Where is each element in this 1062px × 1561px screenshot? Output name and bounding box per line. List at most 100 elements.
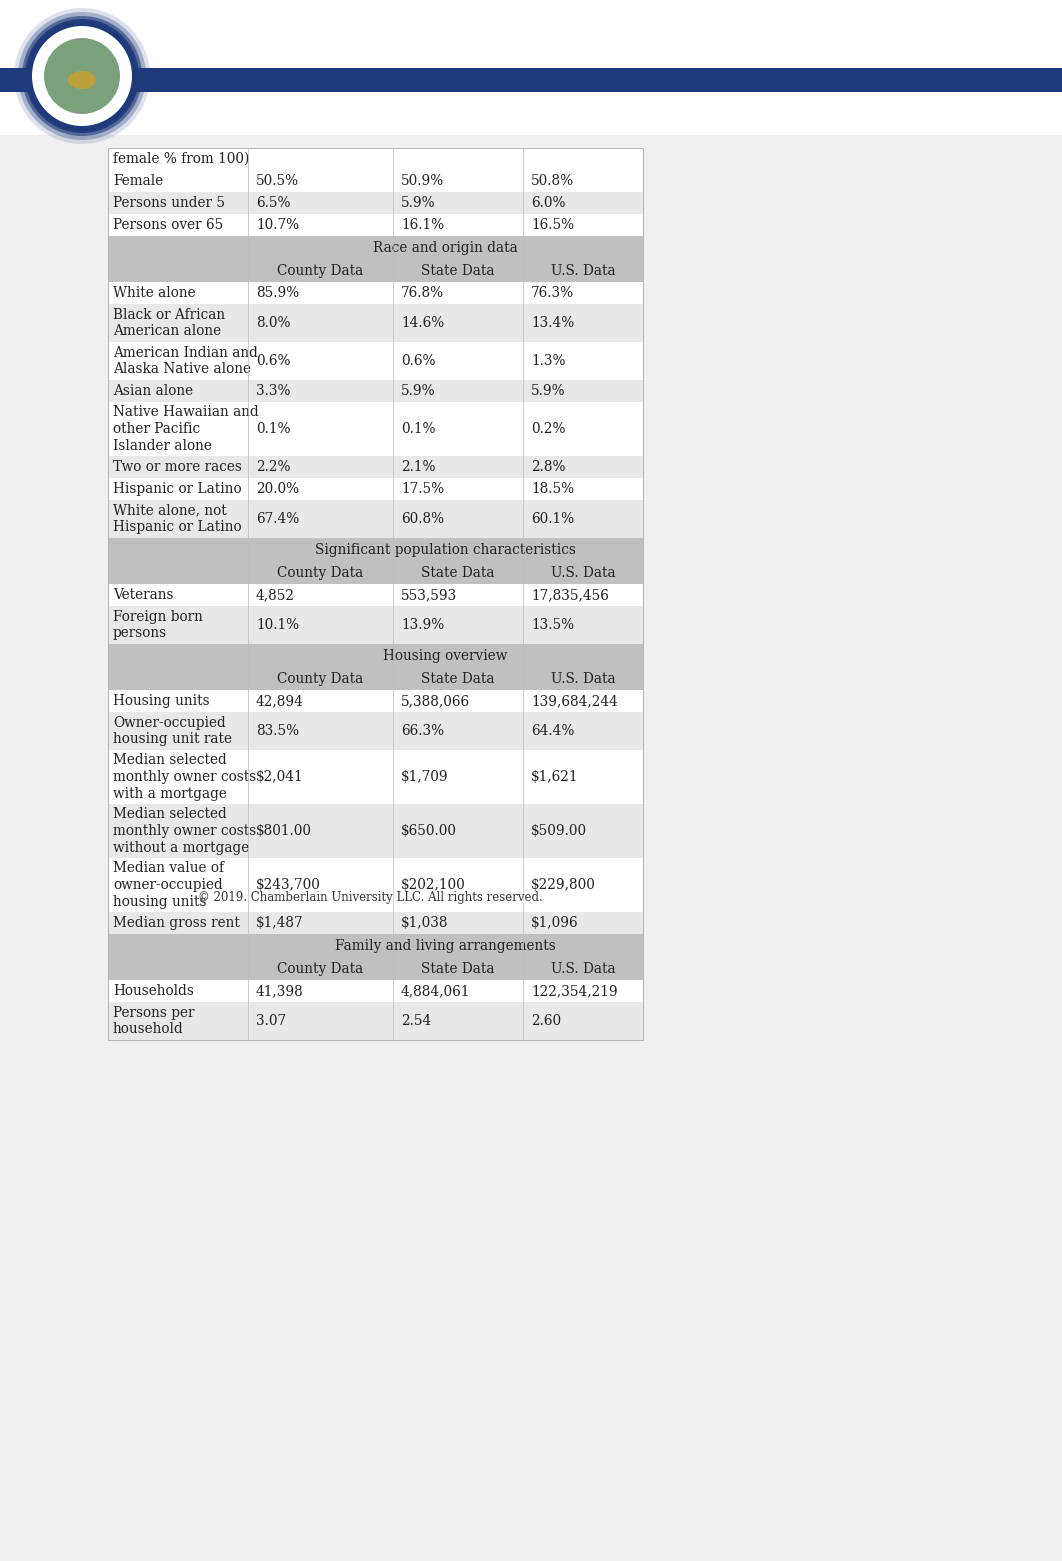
- Text: 50.8%: 50.8%: [531, 173, 575, 187]
- Text: U.S. Data: U.S. Data: [551, 264, 615, 278]
- Text: $801.00: $801.00: [256, 824, 312, 838]
- Text: 553,593: 553,593: [401, 588, 458, 603]
- Text: 13.9%: 13.9%: [401, 618, 444, 632]
- Text: 83.5%: 83.5%: [256, 724, 299, 738]
- Text: Two or more races: Two or more races: [113, 460, 242, 475]
- Bar: [108, 749, 643, 804]
- Text: 17.5%: 17.5%: [401, 482, 444, 496]
- Text: $509.00: $509.00: [531, 824, 587, 838]
- Bar: [108, 1002, 643, 1040]
- Bar: [108, 342, 643, 379]
- Bar: [108, 261, 643, 283]
- Text: Family and living arrangements: Family and living arrangements: [336, 940, 555, 954]
- Text: 2.8%: 2.8%: [531, 460, 565, 475]
- Text: State Data: State Data: [422, 962, 495, 976]
- Bar: [0, 0, 1062, 134]
- Bar: [108, 980, 643, 1002]
- Circle shape: [44, 37, 120, 114]
- Circle shape: [27, 20, 137, 131]
- Text: 13.4%: 13.4%: [531, 315, 575, 329]
- Circle shape: [25, 19, 139, 133]
- Text: 85.9%: 85.9%: [256, 286, 299, 300]
- Bar: [108, 562, 643, 584]
- Text: 2.60: 2.60: [531, 1015, 561, 1029]
- Text: State Data: State Data: [422, 264, 495, 278]
- Text: Hispanic or Latino: Hispanic or Latino: [113, 482, 242, 496]
- Text: 0.1%: 0.1%: [256, 421, 291, 436]
- Text: Persons over 65: Persons over 65: [113, 219, 223, 233]
- Text: 42,894: 42,894: [256, 695, 304, 709]
- Text: female % from 100): female % from 100): [113, 151, 250, 165]
- Text: Housing overview: Housing overview: [383, 649, 508, 663]
- Bar: [108, 192, 643, 214]
- Text: $2,041: $2,041: [256, 770, 304, 784]
- Bar: [108, 933, 643, 958]
- Text: $202,100: $202,100: [401, 877, 466, 891]
- Text: $1,096: $1,096: [531, 916, 579, 930]
- Text: Median selected
monthly owner costs
with a mortgage: Median selected monthly owner costs with…: [113, 754, 256, 801]
- Text: 16.5%: 16.5%: [531, 219, 575, 233]
- Text: Significant population characteristics: Significant population characteristics: [315, 543, 576, 557]
- Text: Persons under 5: Persons under 5: [113, 197, 225, 211]
- Bar: [108, 859, 643, 912]
- Text: 17,835,456: 17,835,456: [531, 588, 609, 603]
- Text: 20.0%: 20.0%: [256, 482, 299, 496]
- Text: Female: Female: [113, 173, 164, 187]
- Text: Asian alone: Asian alone: [113, 384, 193, 398]
- Text: White alone: White alone: [113, 286, 195, 300]
- Text: 64.4%: 64.4%: [531, 724, 575, 738]
- Text: $650.00: $650.00: [401, 824, 457, 838]
- Text: 14.6%: 14.6%: [401, 315, 444, 329]
- Text: Black or African
American alone: Black or African American alone: [113, 308, 225, 339]
- Text: Race and origin data: Race and origin data: [373, 240, 518, 254]
- Text: 10.7%: 10.7%: [256, 219, 299, 233]
- Text: 4,852: 4,852: [256, 588, 295, 603]
- Text: U.S. Data: U.S. Data: [551, 567, 615, 581]
- Text: 10.1%: 10.1%: [256, 618, 299, 632]
- Text: 3.07: 3.07: [256, 1015, 286, 1029]
- Bar: [108, 500, 643, 539]
- Text: 16.1%: 16.1%: [401, 219, 444, 233]
- Text: Foreign born
persons: Foreign born persons: [113, 610, 203, 640]
- Text: 5.9%: 5.9%: [401, 384, 435, 398]
- Text: 0.6%: 0.6%: [401, 354, 435, 368]
- Text: Veterans: Veterans: [113, 588, 173, 603]
- Text: $243,700: $243,700: [256, 877, 321, 891]
- Ellipse shape: [68, 70, 96, 89]
- Bar: [108, 958, 643, 980]
- Text: Median gross rent: Median gross rent: [113, 916, 240, 930]
- Text: 67.4%: 67.4%: [256, 512, 299, 526]
- Bar: [108, 584, 643, 606]
- Text: 50.5%: 50.5%: [256, 173, 299, 187]
- Text: Median selected
monthly owner costs
without a mortgage: Median selected monthly owner costs with…: [113, 807, 256, 855]
- Text: 139,684,244: 139,684,244: [531, 695, 618, 709]
- Bar: [108, 236, 643, 261]
- Text: 41,398: 41,398: [256, 983, 304, 997]
- Text: 6.0%: 6.0%: [531, 197, 565, 211]
- Bar: [108, 148, 643, 170]
- Bar: [108, 539, 643, 562]
- Bar: [108, 912, 643, 933]
- Text: 2.2%: 2.2%: [256, 460, 291, 475]
- Text: 60.8%: 60.8%: [401, 512, 444, 526]
- Bar: [108, 456, 643, 478]
- Text: American Indian and
Alaska Native alone: American Indian and Alaska Native alone: [113, 345, 258, 376]
- Bar: [0, 69, 1062, 92]
- Text: 4,884,061: 4,884,061: [401, 983, 470, 997]
- Text: 76.8%: 76.8%: [401, 286, 444, 300]
- Text: $229,800: $229,800: [531, 877, 596, 891]
- Text: Persons per
household: Persons per household: [113, 1005, 194, 1037]
- Text: 66.3%: 66.3%: [401, 724, 444, 738]
- Text: County Data: County Data: [277, 671, 363, 685]
- Bar: [108, 214, 643, 236]
- Text: 5,388,066: 5,388,066: [401, 695, 470, 709]
- Text: $1,709: $1,709: [401, 770, 448, 784]
- Text: County Data: County Data: [277, 962, 363, 976]
- Circle shape: [22, 16, 142, 136]
- Text: 2.54: 2.54: [401, 1015, 431, 1029]
- Text: © 2019. Chamberlain University LLC. All rights reserved.: © 2019. Chamberlain University LLC. All …: [198, 890, 543, 904]
- Text: 0.2%: 0.2%: [531, 421, 565, 436]
- Text: 122,354,219: 122,354,219: [531, 983, 618, 997]
- Text: 5.9%: 5.9%: [531, 384, 566, 398]
- Text: State Data: State Data: [422, 671, 495, 685]
